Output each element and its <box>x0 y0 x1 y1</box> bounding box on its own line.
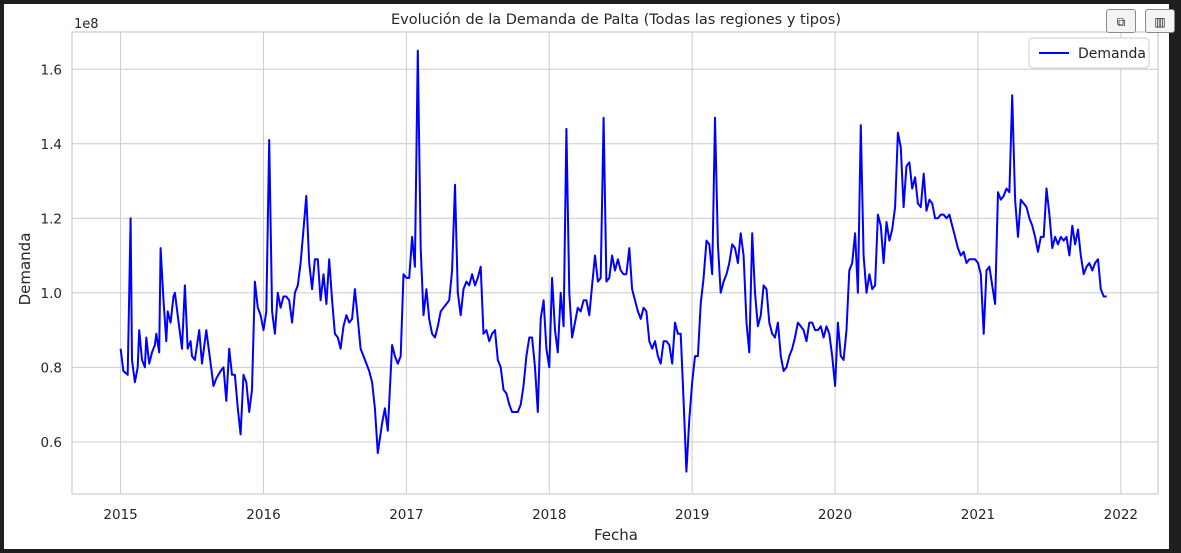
figure-frame: 2015 2016 2017 2018 2019 2020 2021 2022 0.6 0.8 1… <box>4 4 1175 549</box>
y-tick-label: 0.6 <box>41 435 62 451</box>
legend: Demanda <box>1028 37 1150 69</box>
grid-lines <box>72 32 1158 494</box>
axes-frame <box>71 31 1159 495</box>
chart-svg: 2015 2016 2017 2018 2019 2020 2021 2022 0.6 0.8 1… <box>16 12 1159 544</box>
y-tick-label: 1.0 <box>41 286 62 302</box>
y-tick-label: 0.8 <box>41 360 62 376</box>
x-axis-label: Fecha <box>594 526 638 544</box>
y-tick-label: 1.6 <box>41 62 62 78</box>
y-tick-label: 1.2 <box>41 211 62 227</box>
x-tick-label: 2020 <box>818 507 852 523</box>
x-tick-label: 2019 <box>675 507 709 523</box>
y-tick-label: 1.4 <box>41 137 62 153</box>
series-line-demanda <box>119 49 1107 473</box>
legend-label: Demanda <box>1078 46 1146 62</box>
chart-title: Evolución de la Demanda de Palta (Todas … <box>391 12 841 28</box>
copy-icon: ⧉ <box>1116 15 1126 29</box>
x-tick-label: 2021 <box>961 507 995 523</box>
y-tick-labels: 0.6 0.8 1.0 1.2 1.4 1.6 <box>41 62 62 451</box>
x-tick-label: 2022 <box>1104 507 1138 523</box>
axes-spines <box>71 31 1159 495</box>
x-tick-label: 2016 <box>246 507 280 523</box>
x-tick-label: 2015 <box>103 507 137 523</box>
bar-chart-icon: ▥ <box>1154 15 1166 29</box>
x-tick-label: 2017 <box>389 507 423 523</box>
copy-button[interactable]: ⧉ <box>1106 9 1136 33</box>
legend-box <box>1028 37 1150 69</box>
y-axis-label: Demanda <box>16 233 34 306</box>
x-tick-label: 2018 <box>532 507 566 523</box>
y-offset-label: 1e8 <box>74 17 99 32</box>
x-tick-labels: 2015 2016 2017 2018 2019 2020 2021 2022 <box>103 507 1138 523</box>
chart-view-button[interactable]: ▥ <box>1145 9 1175 33</box>
